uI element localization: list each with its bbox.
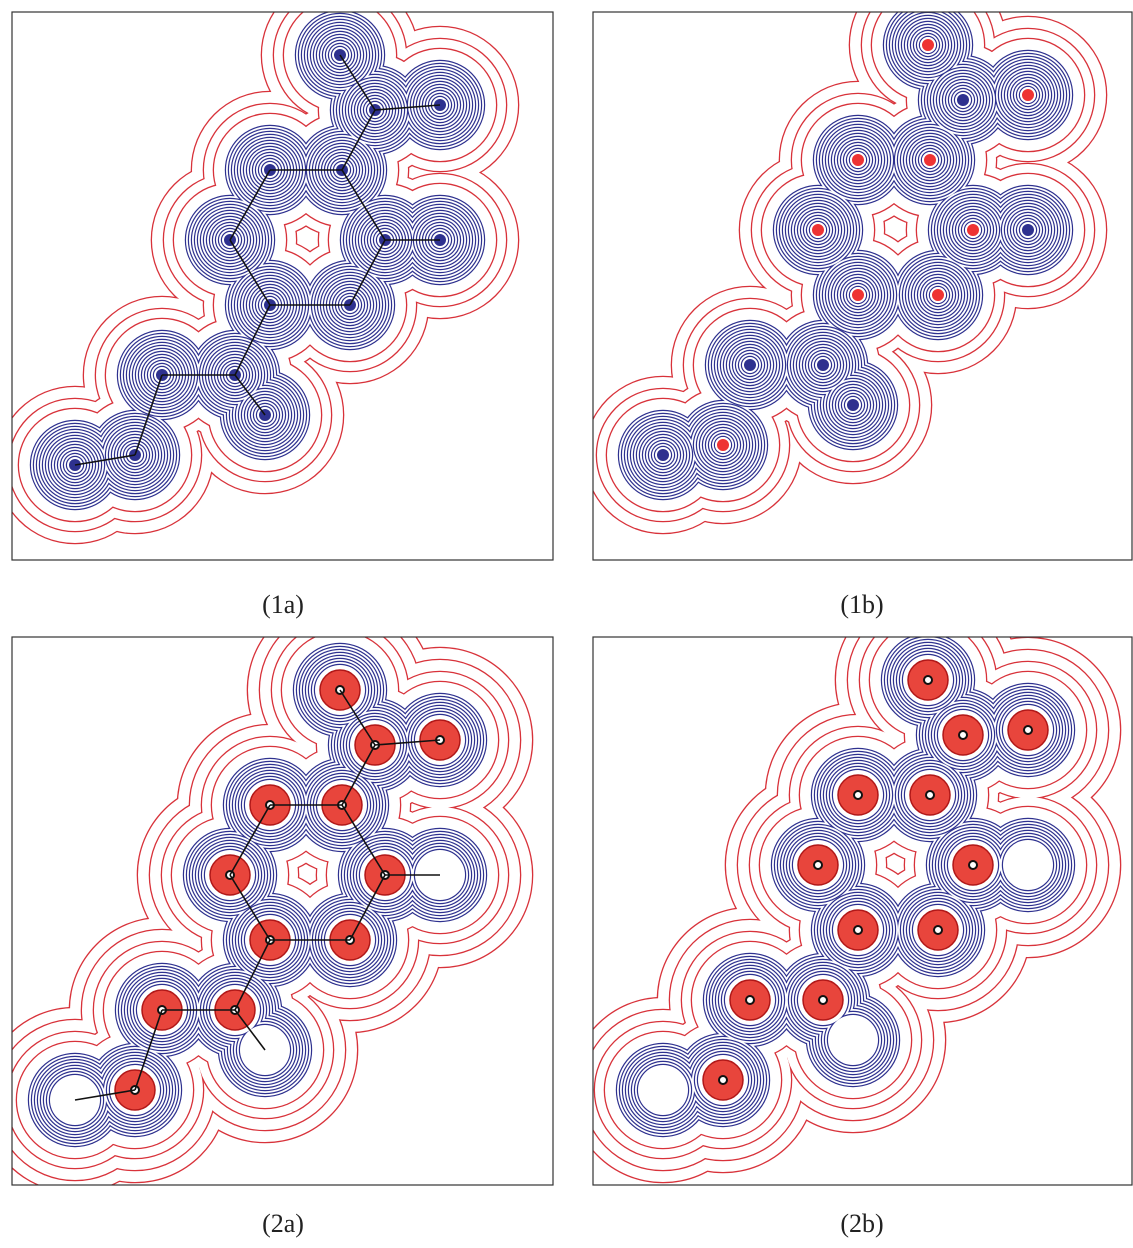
- atom-core: [854, 791, 862, 799]
- contour: [638, 1065, 688, 1115]
- contour: [1003, 840, 1053, 890]
- contour: [828, 1015, 878, 1065]
- caption: (1a): [262, 590, 304, 619]
- atom-core: [719, 1076, 727, 1084]
- atom-core: [934, 926, 942, 934]
- panel: [570, 587, 1122, 1184]
- core: [1022, 224, 1034, 236]
- atom-core: [819, 996, 827, 1004]
- atom-core: [959, 731, 967, 739]
- figure: (1a) (1b) (2a) (2b): [0, 0, 1133, 1248]
- node: [1021, 88, 1035, 102]
- caption: (1b): [840, 590, 883, 619]
- caption: (2b): [840, 1209, 883, 1238]
- panel: [0, 0, 519, 544]
- node: [923, 153, 937, 167]
- atom-core: [924, 676, 932, 684]
- caption: (2a): [262, 1209, 304, 1238]
- core: [817, 359, 829, 371]
- panel: [584, 0, 1108, 534]
- node: [851, 288, 865, 302]
- core: [657, 449, 669, 461]
- core: [847, 399, 859, 411]
- core: [957, 94, 969, 106]
- node: [966, 223, 980, 237]
- atom-core: [969, 861, 977, 869]
- node: [851, 153, 865, 167]
- panel: [0, 597, 533, 1194]
- atom-core: [1024, 726, 1032, 734]
- atom-core: [854, 926, 862, 934]
- atom-core: [926, 791, 934, 799]
- core: [744, 359, 756, 371]
- node: [716, 438, 730, 452]
- atom-core: [814, 861, 822, 869]
- node: [811, 223, 825, 237]
- atom-core: [746, 996, 754, 1004]
- page: (1a) (1b) (2a) (2b): [0, 0, 1133, 1248]
- node: [931, 288, 945, 302]
- node: [921, 38, 935, 52]
